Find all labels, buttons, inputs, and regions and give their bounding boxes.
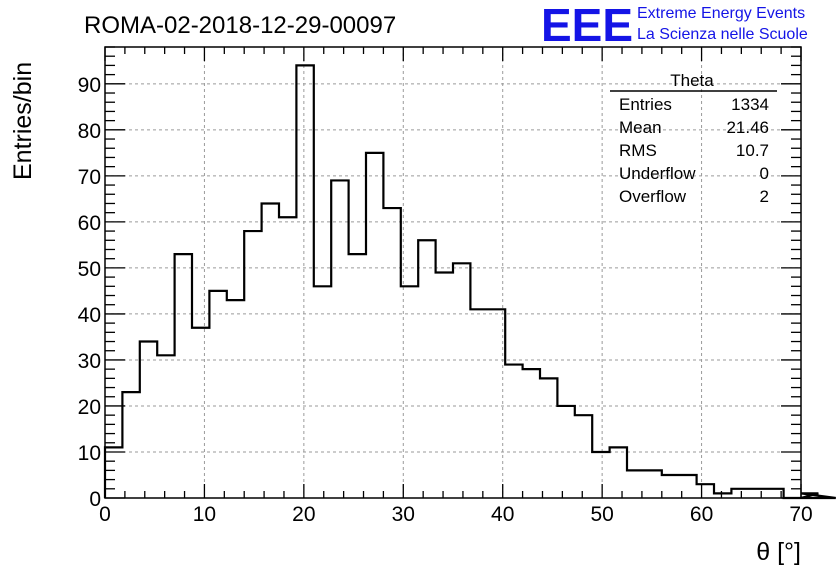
x-tick-label: 20 <box>292 503 315 526</box>
x-tick-label: 70 <box>789 503 812 526</box>
y-tick-label: 90 <box>78 74 101 97</box>
stats-label: Mean <box>619 118 662 137</box>
y-tick-labels: 0 10 20 30 40 50 60 70 80 90 <box>78 74 101 511</box>
y-tick-label: 60 <box>78 212 101 235</box>
y-tick-label: 30 <box>78 350 101 373</box>
stats-value: 0 <box>760 164 769 183</box>
eee-logo-line2: La Scienza nelle Scuole <box>637 26 808 43</box>
x-tick-label: 50 <box>590 503 613 526</box>
stats-value: 10.7 <box>736 141 769 160</box>
x-tick-label: 30 <box>392 503 415 526</box>
x-tick-label: 60 <box>690 503 713 526</box>
eee-logo-mark: EEE <box>541 0 633 51</box>
stats-value: 1334 <box>731 95 769 114</box>
y-axis-label: Entries/bin <box>9 62 37 180</box>
stats-box-title: Theta <box>670 71 714 90</box>
x-tick-label: 0 <box>99 503 111 526</box>
y-tick-label: 50 <box>78 258 101 281</box>
x-tick-label: 40 <box>491 503 514 526</box>
y-tick-label: 40 <box>78 304 101 327</box>
x-tick-label: 10 <box>193 503 216 526</box>
y-tick-label: 20 <box>78 396 101 419</box>
stats-label: RMS <box>619 141 657 160</box>
stats-value: 2 <box>760 187 769 206</box>
stats-label: Entries <box>619 95 672 114</box>
y-tick-label: 70 <box>78 166 101 189</box>
stats-box-rows: Entries 1334 Mean 21.46 RMS 10.7 Underflow 0 Ove… <box>619 95 769 206</box>
chart-title: ROMA-02-2018-12-29-00097 <box>84 12 396 39</box>
stats-value: 21.46 <box>726 118 769 137</box>
eee-logo-line1: Extreme Energy Events <box>637 5 805 22</box>
plot-frame <box>104 46 802 499</box>
eee-logo: EEE Extreme Energy Events La Scienza nel… <box>541 0 808 51</box>
x-tick-labels: 0 10 20 30 40 50 60 70 <box>99 503 813 526</box>
x-axis-label: θ [°] <box>756 538 801 566</box>
y-tick-label: 0 <box>89 488 101 511</box>
stats-box: Theta Entries 1334 Mean 21.46 RMS 10.7 Underfl… <box>610 71 777 206</box>
y-tick-label: 80 <box>78 120 101 143</box>
y-tick-label: 10 <box>78 442 101 465</box>
stats-label: Overflow <box>619 187 687 206</box>
stats-label: Underflow <box>619 164 696 183</box>
histogram-outline <box>103 64 836 500</box>
